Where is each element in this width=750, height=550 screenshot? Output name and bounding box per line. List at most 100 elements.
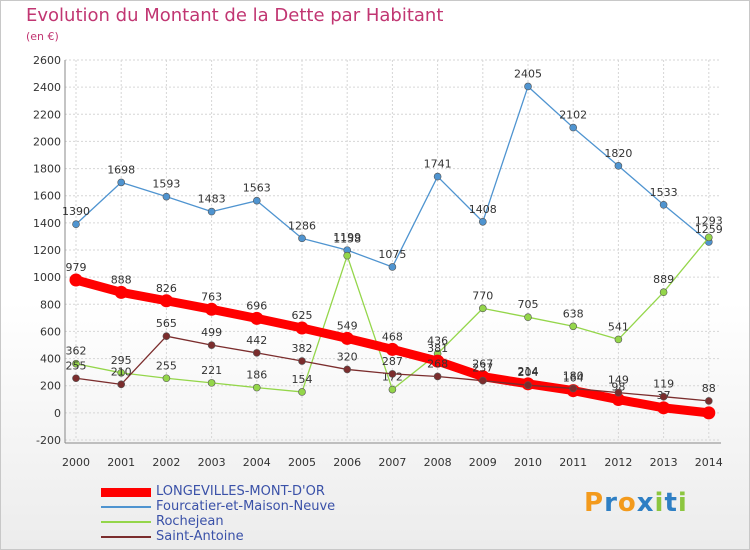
data-label-3: 204 <box>518 366 539 379</box>
x-tick-label: 2012 <box>604 456 632 469</box>
data-label-2: 1158 <box>333 233 361 246</box>
series-point-0 <box>385 342 399 356</box>
data-label-3: 149 <box>608 374 629 387</box>
data-label-2: 154 <box>292 373 313 386</box>
brand-logo: Proxiti <box>584 488 688 518</box>
data-label-0: 549 <box>337 319 358 332</box>
series-point-3 <box>117 380 125 389</box>
data-label-2: 255 <box>156 359 177 372</box>
legend-label-rochejean: Rochejean <box>156 514 224 529</box>
series-point-3 <box>72 374 80 383</box>
series-point-1 <box>253 196 261 205</box>
brand-logo-letter: r <box>604 488 618 518</box>
y-tick-label: -200 <box>36 434 61 447</box>
data-label-1: 1390 <box>62 205 90 218</box>
data-label-3: 119 <box>653 378 674 391</box>
series-point-1 <box>207 207 216 216</box>
x-tick-label: 2002 <box>152 456 180 469</box>
legend-label-saint-antoine: Saint-Antoine <box>156 529 244 544</box>
data-label-3: 237 <box>472 362 493 375</box>
x-tick-label: 2005 <box>288 456 316 469</box>
data-label-0: 381 <box>427 342 448 355</box>
legend-item-longevilles: LONGEVILLES-MONT-D'OR <box>101 484 431 500</box>
data-label-2: 638 <box>563 307 584 320</box>
series-point-3 <box>207 341 216 349</box>
y-tick-label: 0 <box>54 407 61 420</box>
series-point-3 <box>614 388 623 397</box>
data-label-2: 295 <box>111 354 132 367</box>
data-label-3: 287 <box>382 355 403 368</box>
data-label-0: 468 <box>382 330 403 343</box>
data-label-2: 1293 <box>695 214 723 227</box>
legend-label-fourcatier: Fourcatier-et-Maison-Neuve <box>156 499 336 514</box>
series-point-0 <box>295 321 309 335</box>
series-point-3 <box>343 365 352 374</box>
data-label-1: 1563 <box>243 182 271 195</box>
data-label-1: 1698 <box>107 163 135 176</box>
series-point-1 <box>659 201 668 209</box>
data-label-1: 1408 <box>469 203 497 216</box>
series-point-3 <box>388 370 397 378</box>
series-point-0 <box>250 311 264 325</box>
legend-item-saint-antoine: Saint-Antoine <box>101 529 431 545</box>
data-label-1: 1259 <box>695 223 723 236</box>
x-tick-label: 2011 <box>559 456 587 469</box>
data-label-1: 1199 <box>333 231 361 244</box>
series-point-3 <box>253 349 261 357</box>
chart-legend: LONGEVILLES-MONT-D'OR Fourcatier-et-Mais… <box>101 484 431 545</box>
data-label-3: 180 <box>563 369 584 382</box>
y-tick-label: 1400 <box>33 217 61 230</box>
data-label-2: 770 <box>472 289 493 302</box>
series-point-2 <box>298 388 306 396</box>
data-label-2: 541 <box>608 320 629 333</box>
series-point-3 <box>162 332 171 340</box>
series-point-0 <box>431 354 445 368</box>
data-label-0: 267 <box>472 358 493 371</box>
y-tick-label: 1200 <box>33 244 61 257</box>
series-point-2 <box>704 233 713 242</box>
data-label-3: 442 <box>246 334 267 347</box>
data-label-0: 696 <box>246 299 267 312</box>
data-label-3: 499 <box>201 326 222 339</box>
x-tick-label: 2004 <box>243 456 271 469</box>
data-label-1: 1593 <box>152 178 180 191</box>
series-point-2 <box>343 251 352 260</box>
series-point-1 <box>569 123 578 132</box>
y-tick-label: 800 <box>40 298 61 311</box>
x-tick-label: 2006 <box>333 456 361 469</box>
legend-swatch-rochejean <box>101 521 151 523</box>
chart-title: Evolution du Montant de la Dette par Hab… <box>26 5 444 26</box>
data-label-3: 565 <box>156 317 177 330</box>
x-tick-label: 2008 <box>424 456 452 469</box>
brand-logo-letter: x <box>636 488 655 518</box>
data-label-1: 1533 <box>650 186 678 199</box>
series-point-3 <box>659 392 668 401</box>
series-point-0 <box>159 294 173 308</box>
series-point-0 <box>69 273 83 287</box>
brand-logo-letter: o <box>617 488 637 518</box>
series-point-3 <box>524 381 532 389</box>
data-label-0: 164 <box>563 372 584 385</box>
series-point-2 <box>614 335 623 344</box>
legend-swatch-fourcatier <box>101 506 151 508</box>
series-point-0 <box>340 331 354 345</box>
x-tick-label: 2000 <box>62 456 90 469</box>
data-label-3: 88 <box>702 382 716 395</box>
data-label-3: 320 <box>337 350 358 363</box>
y-tick-label: 600 <box>40 325 61 338</box>
series-point-2 <box>162 374 171 383</box>
y-tick-label: 1600 <box>33 190 61 203</box>
data-label-0: 888 <box>111 273 132 286</box>
brand-logo-letter: t <box>664 488 678 518</box>
series-point-2 <box>117 369 125 377</box>
x-tick-label: 2003 <box>198 456 226 469</box>
series-point-0 <box>657 401 671 415</box>
data-label-1: 2102 <box>559 109 587 122</box>
x-tick-label: 2013 <box>650 456 678 469</box>
data-label-2: 186 <box>246 369 267 382</box>
data-label-2: 889 <box>653 273 674 286</box>
series-point-2 <box>388 385 397 394</box>
data-label-1: 1820 <box>604 147 632 160</box>
legend-label-longevilles: LONGEVILLES-MONT-D'OR <box>156 484 325 499</box>
